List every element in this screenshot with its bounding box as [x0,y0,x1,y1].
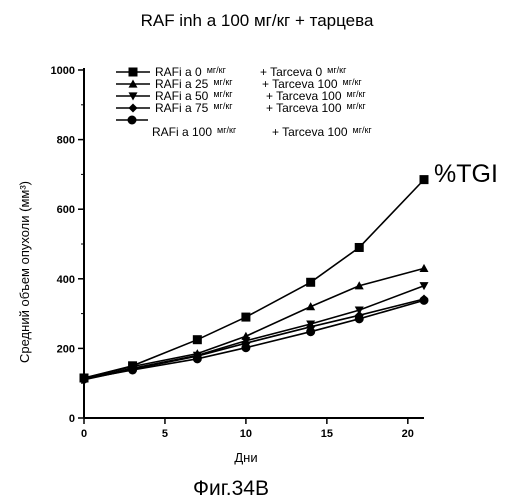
legend-unit: мг/кг [343,77,363,87]
y-tick-label: 0 [69,413,75,425]
legend-item-3: RAFi а 75 мг/кг + Tarceva 100 мг/кг [116,101,366,115]
legend-label: + Tarceva 100 [272,125,348,139]
y-tick-label: 400 [57,274,75,286]
tgi-label: %TGI [434,160,498,188]
legend-marker [129,68,138,77]
data-point [420,175,429,184]
data-point [80,375,89,384]
legend-unit: мг/кг [213,101,233,111]
series-1 [80,264,429,382]
legend-label: + Tarceva 100 [266,101,342,115]
data-point [420,296,429,305]
legend-unit: мг/кг [213,89,233,99]
legend-unit: мг/кг [213,77,233,87]
series-line [84,180,424,378]
legend-item-4: RAFi а 100 мг/кг + Tarceva 100 мг/кг [116,116,372,140]
y-tick-label: 600 [57,204,75,216]
legend-label: RAFi а 100 [152,125,212,139]
data-point [241,343,250,352]
chart-title: RAF inh а 100 мг/кг + тарцева [141,11,374,30]
x-tick-label: 15 [321,428,333,440]
data-point [306,327,315,336]
data-point [241,313,250,322]
data-point [128,365,137,374]
data-point [306,278,315,287]
y-axis-label: Средний объем опухоли (мм³) [17,181,32,363]
y-tick-label: 200 [57,343,75,355]
legend-unit: мг/кг [207,65,227,75]
legend-unit: мг/кг [327,65,347,75]
x-tick-label: 20 [402,428,414,440]
data-point [420,264,429,272]
legend-unit: мг/кг [347,101,367,111]
series-lines [80,175,429,384]
data-point [355,243,364,252]
data-point [306,302,315,310]
x-axis-label: Дни [234,450,257,465]
x-tick-label: 5 [162,428,168,440]
x-tick-label: 10 [240,428,252,440]
legend: RAFi а 0мг/кг+ Tarceva 0мг/кгRAFi а 25мг… [116,65,372,139]
series-0 [80,175,429,382]
legend-unit: мг/кг [353,125,373,135]
figure-caption: Фиг.34B [193,477,269,500]
data-point [355,314,364,323]
series-4 [80,296,429,384]
legend-unit: мг/кг [347,89,367,99]
legend-marker [129,104,138,113]
data-point [193,335,202,344]
y-tick-label: 1000 [51,65,75,77]
legend-unit: мг/кг [217,125,237,135]
x-tick-label: 0 [81,428,87,440]
data-point [193,354,202,363]
axes: 0 200 400 600 800 1000 0 5 10 15 20 [51,65,424,440]
legend-label: RAFi а 75 [155,101,209,115]
legend-marker [128,116,137,125]
y-tick-label: 800 [57,135,75,147]
